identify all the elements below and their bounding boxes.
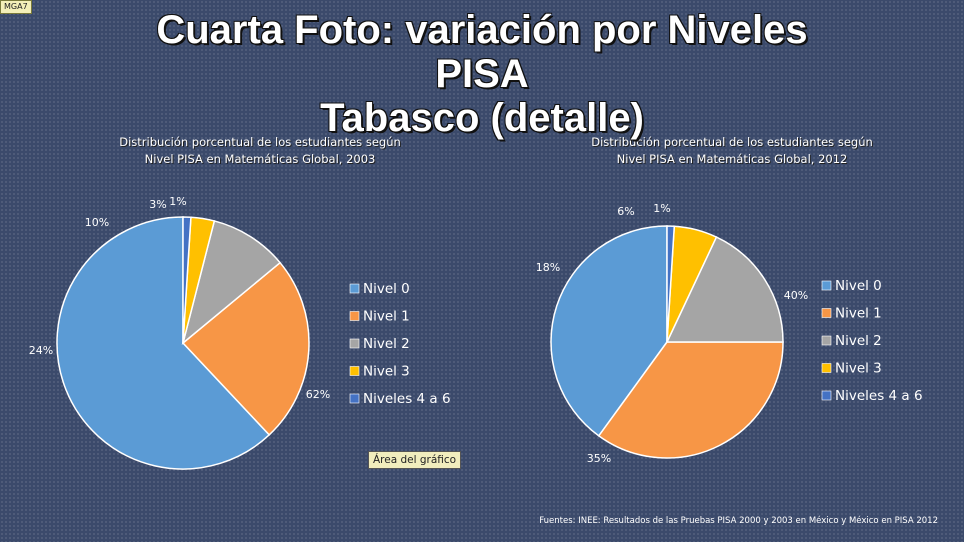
chart-title-line: Nivel PISA en Matemáticas Global, 2003 — [144, 152, 376, 166]
data-label: 6% — [617, 205, 634, 218]
data-label: 62% — [306, 388, 330, 401]
legend-swatch — [821, 363, 832, 373]
source-note: Fuentes: INEE: Resultados de las Pruebas… — [539, 516, 938, 526]
chart-title-line: Distribución porcentual de los estudiant… — [119, 135, 401, 149]
data-label: 18% — [536, 261, 560, 274]
legend-label: Nivel 1 — [835, 306, 882, 322]
data-label: 3% — [149, 198, 166, 211]
legend-label: Nivel 1 — [363, 309, 410, 325]
legend-swatch — [821, 390, 832, 401]
data-label: 35% — [587, 452, 611, 465]
legend-swatch — [349, 366, 360, 376]
legend-swatch — [349, 338, 360, 349]
legend-2012: Nivel 0 Nivel 1 Nivel 2 Nivel 3 Niveles 4 a … — [821, 278, 923, 404]
pie-slice[interactable] — [666, 225, 676, 343]
chart-title-2003: Distribución porcentual de los estudiant… — [50, 134, 470, 168]
slide-title: Cuarta Foto: variación por Niveles PISA … — [0, 8, 964, 140]
pie-slice[interactable] — [665, 236, 784, 343]
data-label: 24% — [29, 344, 53, 357]
data-label: 1% — [169, 195, 186, 208]
legend-label: Nivel 3 — [835, 361, 882, 377]
data-label: 1% — [653, 202, 670, 215]
data-label: 40% — [784, 289, 808, 302]
legend-swatch — [349, 393, 360, 404]
pie-slice[interactable] — [56, 216, 271, 470]
pie-slice[interactable] — [182, 216, 192, 344]
legend-label: Nivel 2 — [363, 336, 410, 352]
legend-label: Nivel 2 — [835, 333, 882, 349]
legend-label: Nivel 3 — [363, 364, 410, 380]
legend-swatch — [821, 280, 832, 291]
legend-swatch — [821, 308, 832, 318]
data-label: 10% — [85, 216, 109, 229]
legend-swatch — [821, 335, 832, 346]
chart-title-line: Distribución porcentual de los estudiant… — [591, 135, 873, 149]
legend-swatch — [349, 311, 360, 321]
legend-label: Niveles 4 a 6 — [363, 391, 451, 407]
chart-title-line: Nivel PISA en Matemáticas Global, 2012 — [616, 152, 848, 166]
legend-2003: Nivel 0 Nivel 1 Nivel 2 Nivel 3 Niveles 4 a … — [349, 281, 451, 407]
legend-label: Nivel 0 — [835, 278, 882, 294]
pie-slice[interactable] — [597, 341, 784, 459]
pie-slice[interactable] — [181, 261, 310, 436]
slide-title-line: PISA — [435, 52, 529, 96]
slide-title-line: Cuarta Foto: variación por Niveles — [156, 8, 808, 52]
slide-title-line: Tabasco (detalle) — [320, 96, 644, 140]
legend-label: Niveles 4 a 6 — [835, 388, 923, 404]
legend-label: Nivel 0 — [363, 281, 410, 297]
slide-tag: MGA7 — [0, 0, 32, 14]
chart-title-2012: Distribución porcentual de los estudiant… — [522, 134, 942, 168]
pie-slice[interactable] — [550, 225, 668, 437]
legend-swatch — [349, 283, 360, 294]
chart-area-tooltip: Área del gráfico — [368, 451, 462, 469]
